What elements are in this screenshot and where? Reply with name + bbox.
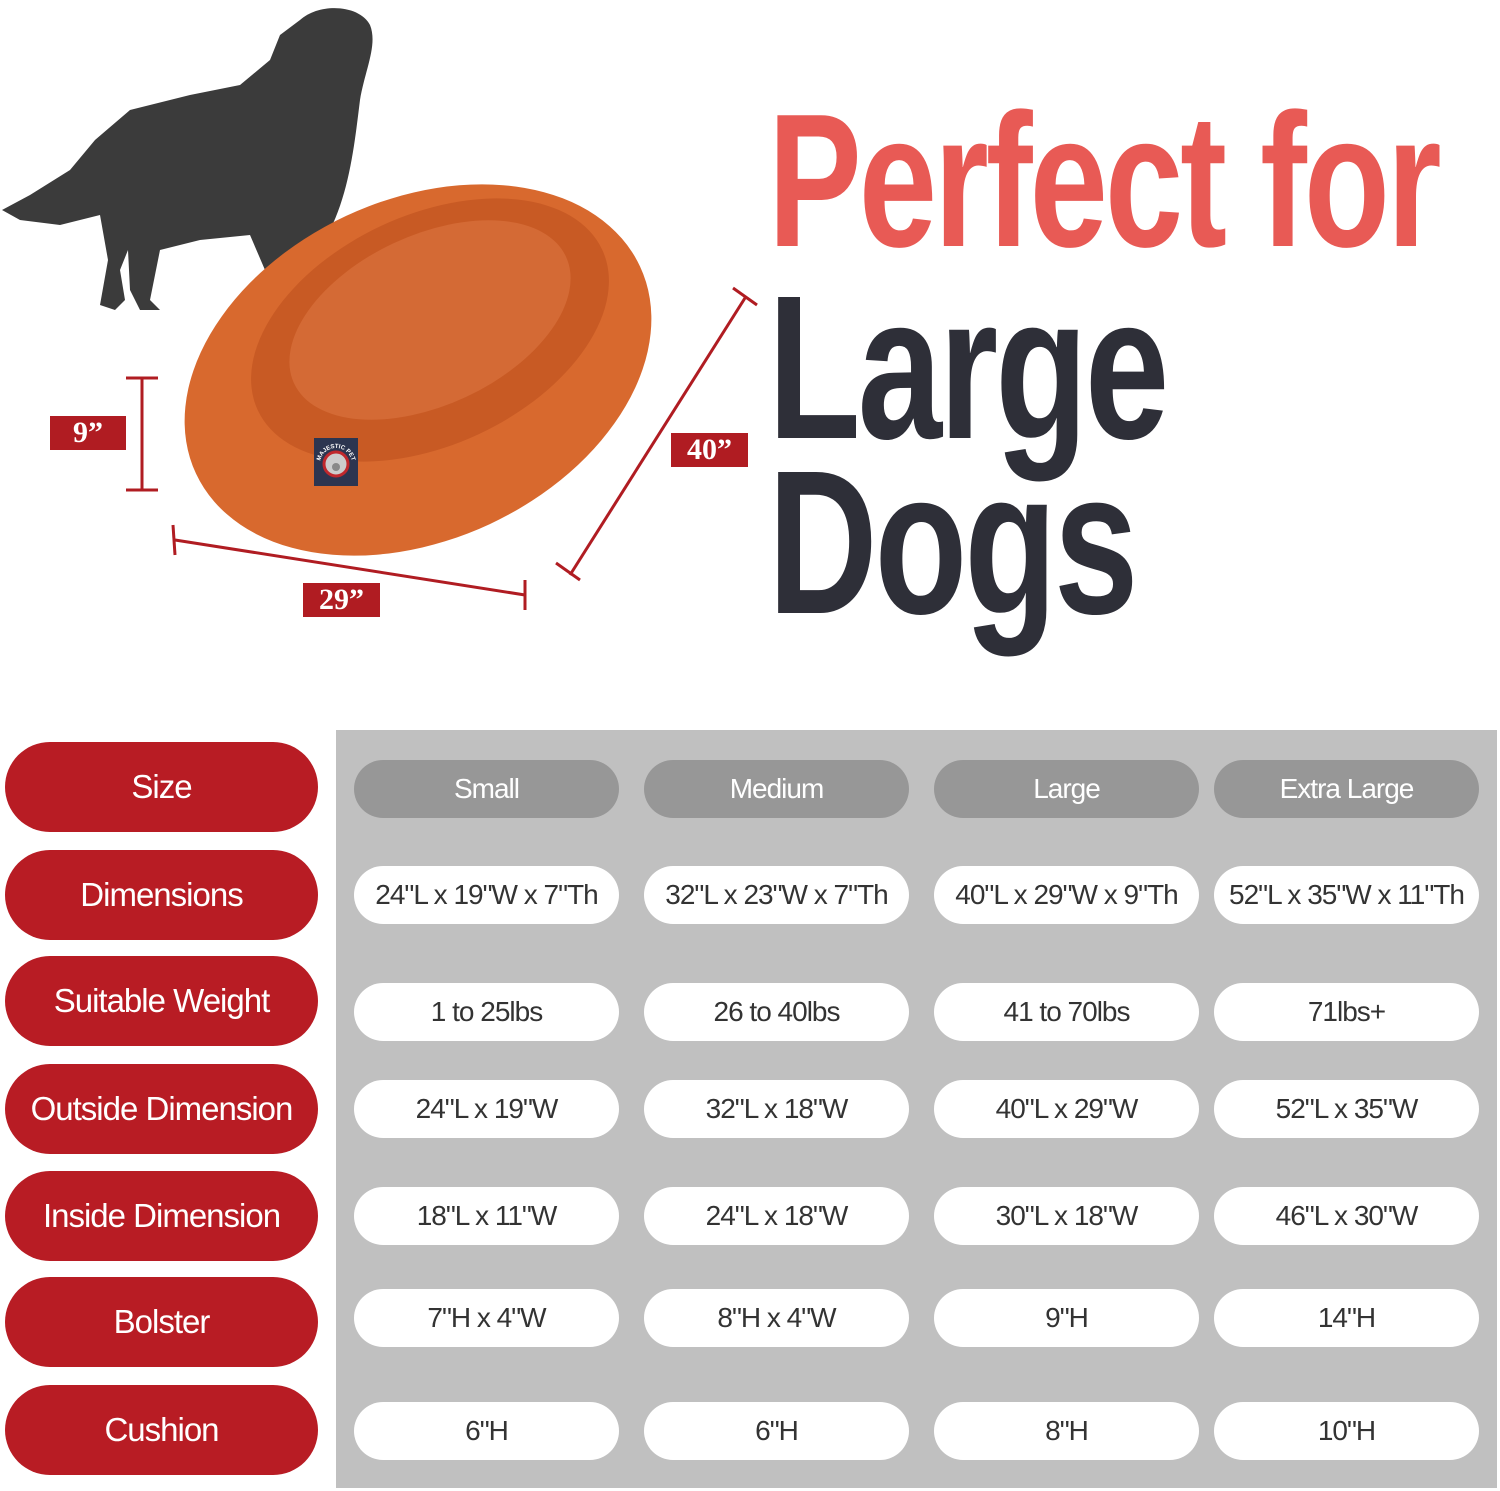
headline-line-3: Dogs <box>768 428 1138 657</box>
table-cell: 8"H x 4"W <box>644 1289 909 1347</box>
table-cell: 7"H x 4"W <box>354 1289 619 1347</box>
column-header: Small <box>354 760 619 818</box>
row-label: Suitable Weight <box>5 956 318 1046</box>
paw-icon <box>332 463 340 471</box>
row-label: Outside Dimension <box>5 1064 318 1154</box>
table-cell: 8"H <box>934 1402 1199 1460</box>
headline-line-1: Perfect for <box>768 75 1442 287</box>
table-cell: 1 to 25lbs <box>354 983 619 1041</box>
row-label: Bolster <box>5 1277 318 1367</box>
column-header: Medium <box>644 760 909 818</box>
column-header: Extra Large <box>1214 760 1479 818</box>
table-cell: 46"L x 30"W <box>1214 1187 1479 1245</box>
length-dimension-label: 40” <box>671 433 748 467</box>
dimension-lines <box>126 286 758 610</box>
table-cell: 30"L x 18"W <box>934 1187 1199 1245</box>
table-cell: 14"H <box>1214 1289 1479 1347</box>
product-illustration: MAJESTIC PET <box>2 8 758 610</box>
table-cell: 32"L x 18"W <box>644 1080 909 1138</box>
row-label: Size <box>5 742 318 832</box>
headline-line-2: Large <box>768 253 1169 482</box>
dog-silhouette-icon <box>2 8 373 311</box>
table-cell: 24"L x 19"W x 7"Th <box>354 866 619 924</box>
column-header: Large <box>934 760 1199 818</box>
table-cell: 71lbs+ <box>1214 983 1479 1041</box>
table-cell: 9"H <box>934 1289 1199 1347</box>
width-dimension-label: 29” <box>303 583 380 617</box>
table-cell: 6"H <box>354 1402 619 1460</box>
table-cell: 6"H <box>644 1402 909 1460</box>
table-cell: 24"L x 18"W <box>644 1187 909 1245</box>
row-label: Dimensions <box>5 850 318 940</box>
table-cell: 26 to 40lbs <box>644 983 909 1041</box>
row-label: Inside Dimension <box>5 1171 318 1261</box>
table-cell: 41 to 70lbs <box>934 983 1199 1041</box>
table-cell: 52"L x 35"W <box>1214 1080 1479 1138</box>
height-dimension-label: 9” <box>50 416 126 450</box>
table-cell: 40"L x 29"W <box>934 1080 1199 1138</box>
row-label: Cushion <box>5 1385 318 1475</box>
table-cell: 10"H <box>1214 1402 1479 1460</box>
table-cell: 18"L x 11"W <box>354 1187 619 1245</box>
table-cell: 40"L x 29"W x 9"Th <box>934 866 1199 924</box>
table-cell: 52"L x 35"W x 11"Th <box>1214 866 1479 924</box>
table-cell: 24"L x 19"W <box>354 1080 619 1138</box>
table-cell: 32"L x 23"W x 7"Th <box>644 866 909 924</box>
